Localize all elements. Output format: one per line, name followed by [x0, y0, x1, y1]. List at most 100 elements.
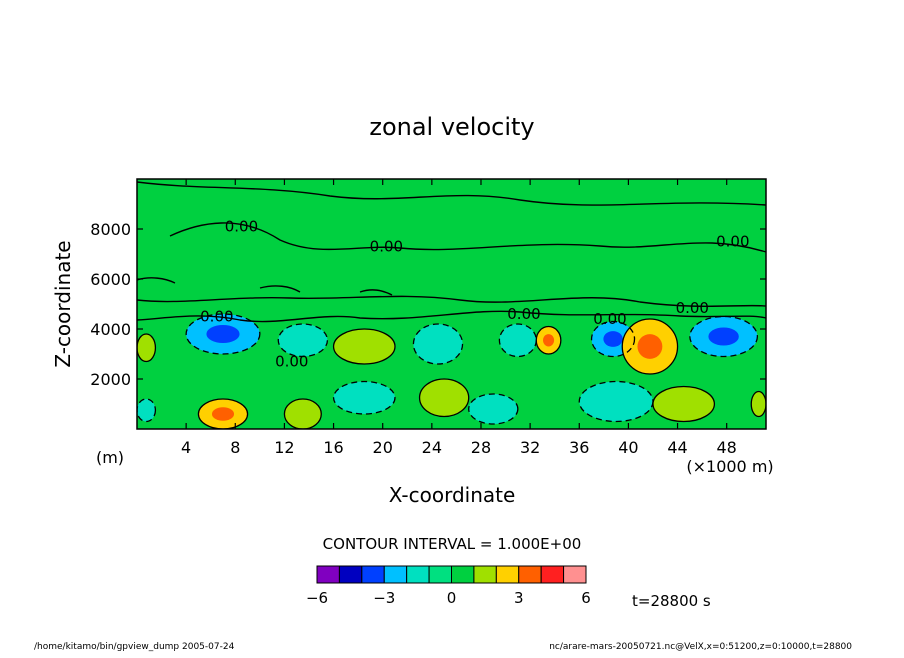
- colorbar-swatch: [428, 565, 453, 584]
- contour-zero-low: [137, 310, 766, 323]
- plot-frame: [136, 178, 767, 430]
- cell-outline: [652, 385, 716, 423]
- colorbar-tick-label: 6: [581, 589, 591, 607]
- y-tick-label: 4000: [90, 320, 131, 339]
- colorbar-swatch: [316, 565, 340, 584]
- field-cell-core: [211, 407, 235, 421]
- cell-outline: [332, 328, 396, 365]
- contour-zero-mid: [169, 222, 766, 253]
- cell-outline: [621, 318, 679, 375]
- field-cell: [137, 334, 156, 362]
- contour-zero-upper: [137, 181, 766, 206]
- field-region: [137, 179, 766, 304]
- footer-right: nc/arare-mars-20050721.nc@VelX,x=0:51200…: [549, 642, 852, 652]
- contour-interval-text: CONTOUR INTERVAL = 1.000E+00: [323, 535, 582, 553]
- x-tick-label: 48: [717, 438, 737, 457]
- cell-outline: [535, 325, 562, 355]
- y-tick-label: 2000: [90, 370, 131, 389]
- cell-outlines: [137, 313, 766, 429]
- x-tick-label: 16: [323, 438, 343, 457]
- colorbar-swatch: [451, 565, 475, 584]
- colorbar-swatch: [563, 565, 587, 584]
- x-tick-label: 20: [373, 438, 393, 457]
- colorbar-swatch: [540, 565, 565, 584]
- x-tick-label: 8: [230, 438, 240, 457]
- x-tick-label: 40: [618, 438, 638, 457]
- y-axis-label: Z-coordinate: [51, 240, 75, 367]
- cell-outline: [277, 323, 329, 358]
- x-tick-label: 32: [520, 438, 540, 457]
- y-tick-label: 8000: [90, 220, 131, 239]
- cell-outline: [689, 315, 759, 358]
- x-tick-label: 28: [471, 438, 491, 457]
- x-tick-label: 36: [569, 438, 589, 457]
- field-cell-core: [637, 334, 663, 359]
- field-cell: [413, 324, 463, 364]
- plot-area: 0.00 0.00 0.00 0.00 0.00 0.00 0.00 0.00: [136, 178, 767, 430]
- colorbar-swatch: [518, 565, 542, 584]
- field-cell-core: [543, 334, 555, 347]
- contour-label: 0.00: [507, 305, 540, 323]
- cell-outline: [468, 393, 519, 425]
- cell-outline: [590, 320, 636, 358]
- contour-zero-lower: [137, 295, 766, 307]
- field-cell: [137, 399, 156, 422]
- colorbar-swatch: [338, 565, 363, 584]
- colorbar-tick-label: −6: [306, 589, 328, 607]
- x-axis-label: X-coordinate: [389, 483, 516, 507]
- y-axis: 2000 4000 6000 8000: [90, 220, 766, 389]
- field-cell: [419, 379, 469, 417]
- colorbar-swatch: [383, 565, 408, 584]
- cell-outline: [197, 398, 249, 429]
- cell-outline: [412, 323, 464, 365]
- x-tick-label: 4: [181, 438, 191, 457]
- colorbar-tick-label: 0: [447, 589, 457, 607]
- contour-label: 0.00: [716, 233, 749, 251]
- field-cell: [333, 329, 395, 364]
- colorbar-tick-label: 3: [514, 589, 524, 607]
- cell-outline: [185, 313, 261, 355]
- colorbar-swatch: [361, 565, 385, 584]
- y-tick-label: 6000: [90, 270, 131, 289]
- field-cell-core: [603, 331, 623, 347]
- colorbar-tick-label: −3: [373, 589, 395, 607]
- field-cell-core: [708, 327, 739, 346]
- cell-outline: [750, 390, 766, 418]
- field-cell: [284, 399, 322, 429]
- field-cell: [579, 381, 653, 422]
- contour-lines: [137, 181, 766, 323]
- contour-label: 0.00: [225, 218, 258, 236]
- contour-label: 0.00: [676, 299, 709, 317]
- field-cell: [468, 394, 518, 424]
- x-tick-label: 44: [667, 438, 687, 457]
- contour-label: 0.00: [370, 238, 403, 256]
- field-fill: [137, 179, 766, 429]
- colorbar: [316, 565, 587, 584]
- cell-outline: [137, 333, 157, 363]
- cell-outline: [418, 378, 470, 418]
- time-label: t=28800 s: [632, 592, 711, 610]
- x-tick-label: 24: [422, 438, 442, 457]
- footer-left: /home/kitamo/bin/gpview_dump 2005-07-24: [34, 642, 235, 652]
- colorbar-swatch: [495, 565, 520, 584]
- field-cell: [278, 324, 328, 357]
- colorbar-ticks: −6 −3 0 3 6: [306, 589, 591, 607]
- y-unit-label: (m): [96, 448, 124, 467]
- cell-outline: [137, 398, 157, 423]
- chart-title: zonal velocity: [369, 113, 534, 141]
- field-cell-core: [206, 325, 240, 343]
- contour-label: 0.00: [200, 308, 233, 326]
- field-cell: [652, 386, 715, 422]
- x-tick-label: 12: [274, 438, 294, 457]
- cell-outline: [332, 380, 396, 415]
- field-cell: [499, 324, 537, 357]
- cell-outline: [283, 398, 322, 429]
- colorbar-swatch: [406, 565, 430, 584]
- x-axis: 4 8 12 16 20 24 28 32 36 40 44 48: [181, 179, 737, 457]
- x-unit-label: (×1000 m): [686, 457, 773, 476]
- contour-label: 0.00: [275, 353, 308, 371]
- contour-labels: 0.00 0.00 0.00 0.00 0.00 0.00 0.00 0.00: [200, 218, 749, 371]
- colorbar-swatch: [473, 565, 497, 584]
- contour-label: 0.00: [593, 310, 626, 328]
